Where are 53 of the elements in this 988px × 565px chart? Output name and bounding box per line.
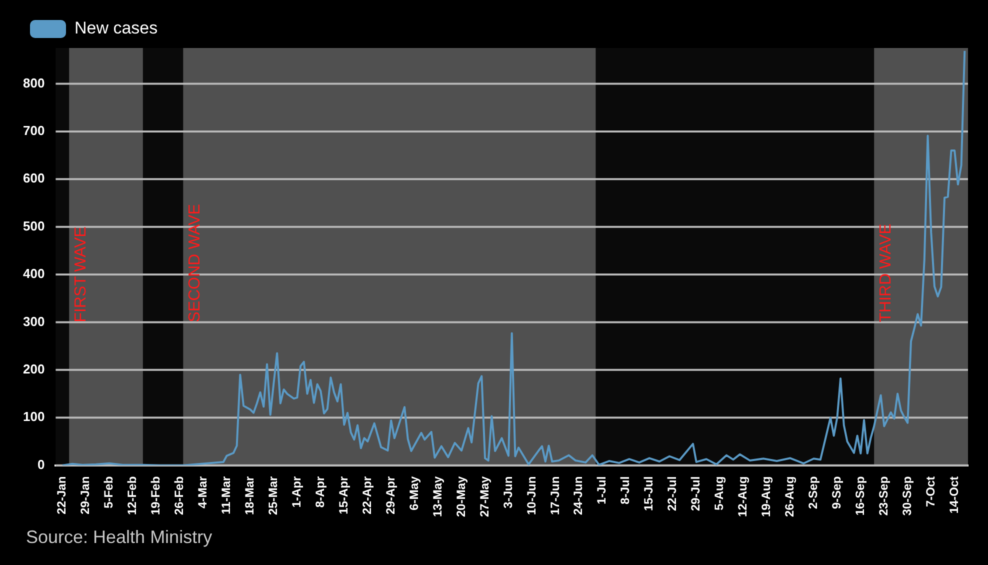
band-label: FIRST WAVE (72, 226, 90, 322)
x-tick-label: 15-Apr (336, 476, 350, 514)
x-tick-label: 12-Aug (736, 476, 750, 517)
legend-label: New cases (74, 18, 158, 38)
x-tick-label: 14-Oct (946, 476, 961, 514)
x-tick-label: 2-Sep (806, 476, 820, 509)
x-tick-label: 11-Mar (219, 476, 234, 514)
x-tick-label: 3-Jun (500, 476, 515, 508)
band-label: SECOND WAVE (186, 204, 204, 322)
y-tick-label: 100 (22, 409, 45, 424)
y-tick-label: 300 (22, 314, 45, 329)
x-tick-label: 8-Apr (312, 476, 327, 508)
x-tick-label: 29-Jul (688, 476, 703, 511)
x-tick-label: 5-Feb (102, 476, 116, 508)
x-tick-label: 22-Apr (360, 476, 374, 514)
x-tick-label: 6-May (406, 476, 421, 510)
x-tick-label: 29-Jan (78, 476, 92, 514)
x-tick-label: 4-Mar (196, 476, 210, 508)
x-tick-label: 1-Apr (289, 476, 304, 508)
x-tick-label: 19-Feb (148, 476, 163, 515)
x-tick-label: 26-Feb (172, 476, 186, 515)
x-tick-label: 27-May (477, 476, 492, 517)
y-tick-label: 200 (22, 362, 45, 377)
x-tick-label: 10-Jun (524, 476, 538, 515)
x-tick-label: 12-Feb (125, 476, 140, 515)
x-tick-label: 16-Sep (852, 476, 867, 516)
x-tick-label: 1-Jul (594, 476, 609, 504)
x-tick-label: 18-Mar (242, 476, 257, 515)
x-tick-label: 13-May (430, 476, 444, 517)
x-tick-label: 25-Mar (266, 476, 280, 515)
x-tick-label: 22-Jul (665, 476, 680, 511)
x-tick-label: 20-May (454, 476, 468, 517)
x-tick-label: 19-Aug (759, 476, 774, 517)
band-label: THIRD WAVE (877, 224, 894, 322)
x-tick-label: 5-Aug (712, 476, 726, 510)
x-tick-label: 9-Sep (830, 476, 844, 509)
x-tick-label: 17-Jun (548, 476, 562, 515)
y-tick-label: 500 (22, 218, 45, 234)
x-tick-label: 22-Jan (54, 476, 69, 514)
y-tick-label: 800 (22, 75, 45, 90)
x-tick-label: 24-Jun (571, 476, 586, 515)
y-tick-label: 700 (22, 123, 45, 138)
x-tick-label: 29-Apr (383, 476, 398, 514)
source-note: Source: Health Ministry (26, 527, 212, 547)
x-tick-label: 23-Sep (876, 476, 890, 516)
y-tick-label: 0 (37, 456, 45, 472)
x-tick-label: 15-Jul (642, 476, 656, 511)
x-tick-label: 7-Oct (923, 476, 938, 507)
x-tick-label: 8-Jul (618, 476, 632, 504)
y-tick-label: 600 (22, 170, 45, 186)
x-tick-label: 26-Aug (782, 476, 797, 517)
y-tick-label: 400 (22, 266, 45, 282)
x-tick-label: 30-Sep (900, 476, 914, 516)
